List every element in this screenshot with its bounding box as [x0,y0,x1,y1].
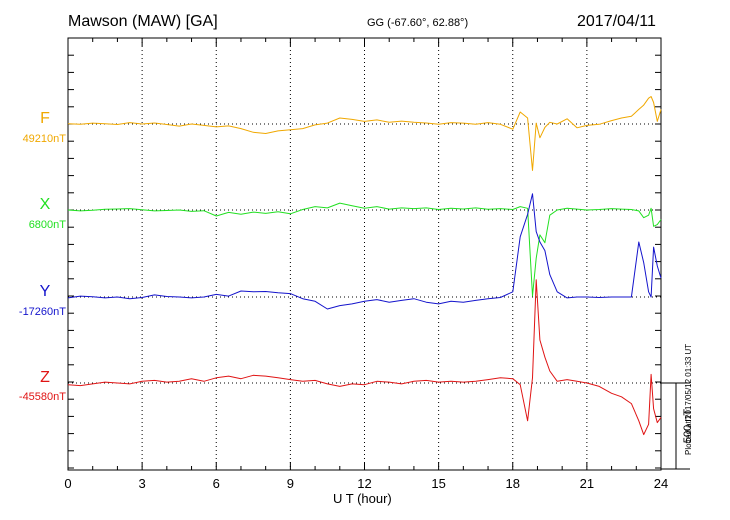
x-tick-label-21: 21 [580,476,594,491]
trace-x [67,202,662,297]
x-axis-label: U T (hour) [333,491,392,506]
station-coordinates: GG (-67.60°, 62.88°) [367,17,469,29]
x-tick-label-9: 9 [287,476,294,491]
baseline-label-y: -17260nT [18,306,66,318]
component-label-z: Z [40,369,50,386]
trace-f [67,96,662,171]
x-tick-label-18: 18 [506,476,520,491]
x-tick-label-15: 15 [431,476,445,491]
scale-bar: 500 nT [661,382,694,470]
baseline-label-x: 6800nT [28,219,66,231]
trace-z [67,279,662,436]
baseline-label-z: -45580nT [18,391,66,403]
x-tick-label-3: 3 [139,476,146,491]
component-label-x: X [39,196,51,213]
plotted-timestamp: Plotted at 2017/05/12 01:33 UT [684,343,693,455]
x-tick-label-24: 24 [654,476,668,491]
trace-y [67,193,662,310]
component-label-f: F [40,110,50,127]
component-label-y: Y [39,283,51,300]
x-tick-label-12: 12 [357,476,371,491]
traces [67,96,662,436]
scale-bar-label: 500 nT [682,409,694,444]
grid [68,38,661,470]
x-tick-label-6: 6 [213,476,220,491]
x-tick-label-0: 0 [64,476,71,491]
baseline-label-f: 49210nT [22,133,66,145]
plot-date: 2017/04/11 [577,13,656,30]
station-title: Mawson (MAW) [GA] [68,13,218,30]
axes: 0 3 6 9 12 15 18 21 24 [64,37,668,491]
